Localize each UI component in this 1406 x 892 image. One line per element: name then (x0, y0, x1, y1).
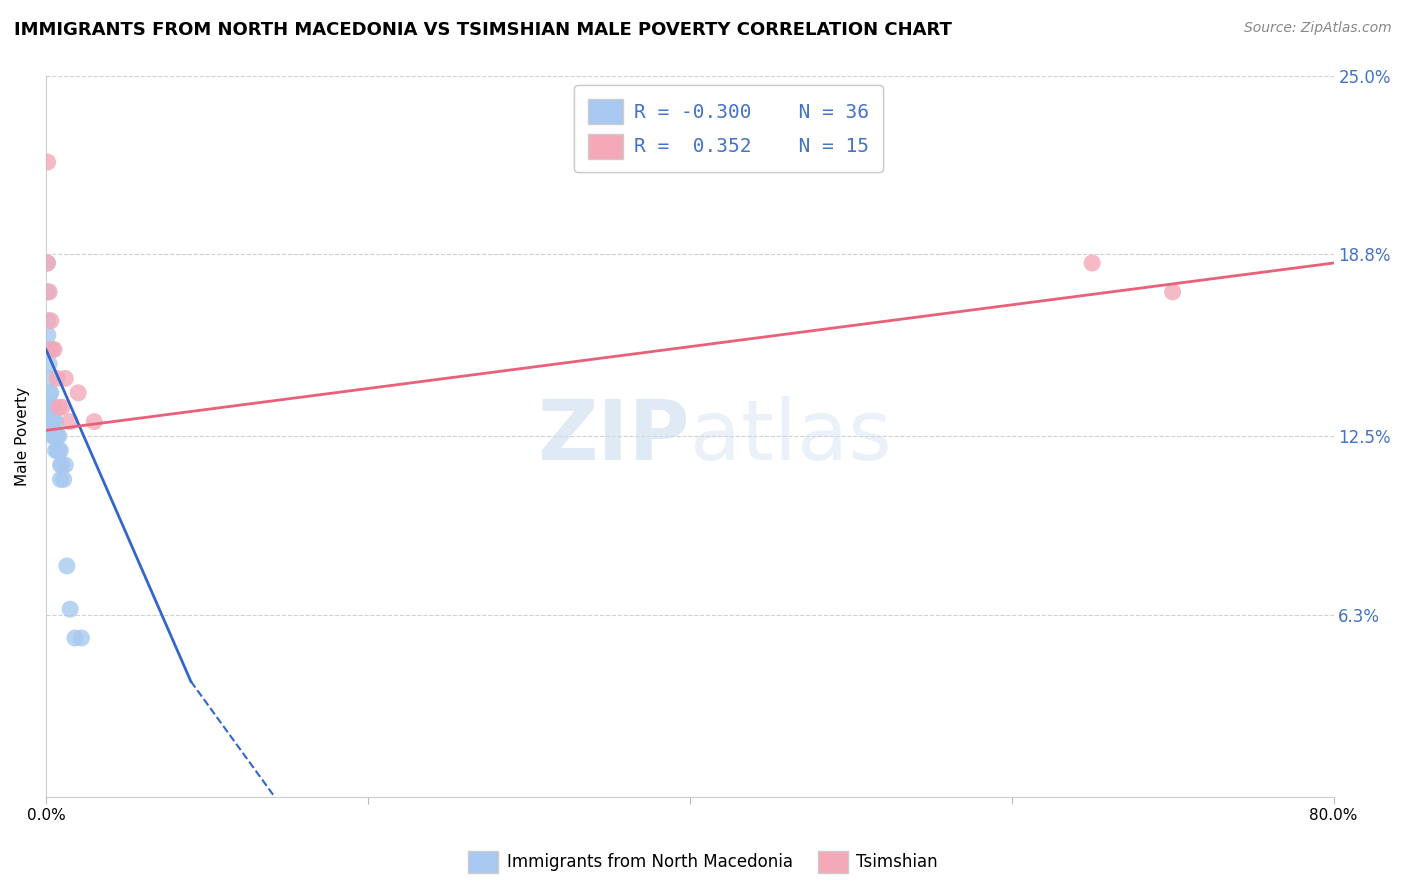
Point (42, 343, 65, 357)
Point (59, 602, 82, 616)
Point (46, 371, 69, 385)
Point (48, 401, 70, 415)
Text: ZIP: ZIP (537, 395, 690, 476)
Point (41, 401, 63, 415)
Point (83, 415, 105, 429)
Point (39, 385, 62, 400)
Point (52, 472, 75, 486)
Text: Source: ZipAtlas.com: Source: ZipAtlas.com (1244, 21, 1392, 35)
Point (48, 429, 70, 443)
Text: atlas: atlas (690, 395, 891, 476)
Point (42, 401, 65, 415)
Text: IMMIGRANTS FROM NORTH MACEDONIA VS TSIMSHIAN MALE POVERTY CORRELATION CHART: IMMIGRANTS FROM NORTH MACEDONIA VS TSIMS… (14, 21, 952, 38)
Legend: R = -0.300    N = 36, R =  0.352    N = 15: R = -0.300 N = 36, R = 0.352 N = 15 (574, 86, 883, 172)
Point (53, 371, 76, 385)
Point (46, 443, 69, 458)
Point (37, 256, 59, 270)
Point (1161, 285, 1184, 299)
Point (45, 415, 67, 429)
Point (53, 458, 76, 472)
Point (38, 357, 60, 371)
Point (56, 558, 79, 573)
Point (1081, 256, 1104, 270)
Point (37, 328, 59, 343)
Point (41, 429, 63, 443)
Point (37, 155, 59, 169)
Point (39, 314, 62, 328)
Point (42, 429, 65, 443)
Point (37, 314, 59, 328)
Point (45, 429, 67, 443)
Legend: Immigrants from North Macedonia, Tsimshian: Immigrants from North Macedonia, Tsimshi… (461, 845, 945, 880)
Point (37, 285, 59, 299)
Point (49, 472, 72, 486)
Point (48, 443, 70, 458)
Point (41, 415, 63, 429)
Point (46, 429, 69, 443)
Point (45, 443, 67, 458)
Point (59, 415, 82, 429)
Point (63, 631, 86, 645)
Point (67, 385, 90, 400)
Point (39, 415, 62, 429)
Point (38, 285, 60, 299)
Point (38, 343, 60, 357)
Point (70, 631, 93, 645)
Point (51, 401, 73, 415)
Y-axis label: Male Poverty: Male Poverty (15, 386, 30, 485)
Point (38, 343, 60, 357)
Point (41, 343, 63, 357)
Point (51, 458, 73, 472)
Point (39, 385, 62, 400)
Point (42, 415, 65, 429)
Point (38, 371, 60, 385)
Point (37, 343, 59, 357)
Point (49, 443, 72, 458)
Point (37, 256, 59, 270)
Point (49, 458, 72, 472)
Point (39, 401, 62, 415)
